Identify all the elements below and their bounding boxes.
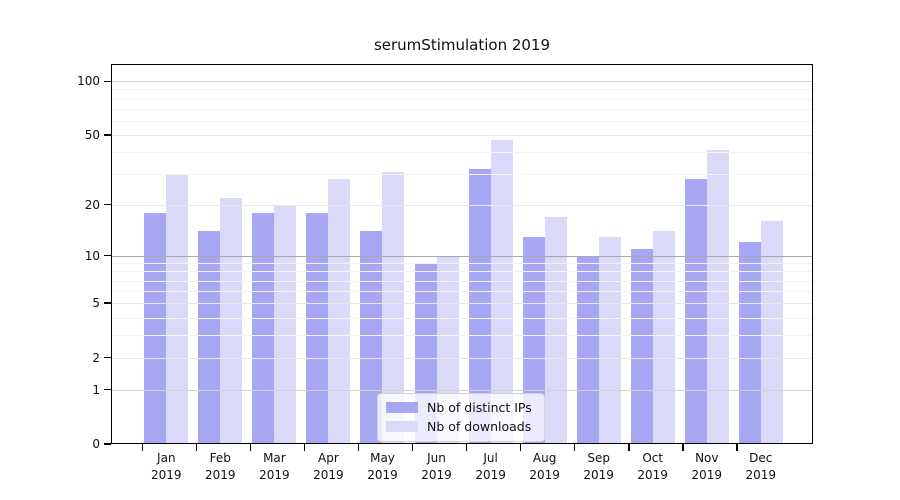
gridline xyxy=(111,263,813,264)
x-tick xyxy=(573,444,576,451)
x-tick xyxy=(411,444,414,451)
bar xyxy=(760,221,783,444)
bar xyxy=(382,171,405,444)
bar xyxy=(468,169,491,444)
gridline xyxy=(111,134,813,136)
gridline xyxy=(111,317,813,319)
y-tick xyxy=(104,443,111,445)
x-tick xyxy=(249,444,252,451)
bar xyxy=(252,212,275,444)
legend-swatch xyxy=(386,421,418,432)
y-tick-label: 2 xyxy=(92,350,100,365)
gridline xyxy=(111,389,813,391)
gridline xyxy=(111,81,813,83)
gridline xyxy=(111,152,813,154)
x-tick-label: Jun 2019 xyxy=(421,451,452,482)
bar xyxy=(522,236,545,444)
bar xyxy=(144,212,167,444)
gridline xyxy=(111,303,813,305)
x-tick-label: Mar 2019 xyxy=(259,451,290,482)
gridline xyxy=(111,120,813,122)
gridline xyxy=(111,280,813,282)
gridline xyxy=(111,271,813,273)
y-tick xyxy=(104,134,111,136)
x-tick-label: May 2019 xyxy=(367,451,398,482)
gridline xyxy=(111,357,813,359)
x-tick-label: Aug 2019 xyxy=(529,451,560,482)
y-tick-label: 1 xyxy=(92,382,100,397)
bar xyxy=(360,231,383,444)
x-tick-label: Apr 2019 xyxy=(313,451,344,482)
gridline xyxy=(111,174,813,176)
legend-item: Nb of downloads xyxy=(386,417,536,436)
x-tick-label: Jan 2019 xyxy=(151,451,182,482)
x-tick xyxy=(303,444,306,451)
x-tick xyxy=(519,444,522,451)
x-tick xyxy=(195,444,198,451)
x-tick xyxy=(357,444,360,451)
legend-item: Nb of distinct IPs xyxy=(386,398,536,417)
gridline xyxy=(111,335,813,336)
y-tick xyxy=(104,356,111,359)
grid-layer xyxy=(111,64,813,444)
x-tick-label: Jul 2019 xyxy=(475,451,506,482)
y-tick xyxy=(104,388,111,391)
bar xyxy=(544,216,567,444)
bar xyxy=(684,179,707,444)
x-tick-label: Feb 2019 xyxy=(205,451,236,482)
bar xyxy=(630,248,653,444)
y-tick xyxy=(104,203,111,206)
y-tick-label: 100 xyxy=(77,74,100,89)
x-tick xyxy=(465,444,468,451)
x-tick xyxy=(141,444,144,451)
chart-title: serumStimulation 2019 xyxy=(373,36,551,54)
bars-layer xyxy=(111,64,813,444)
gridline xyxy=(111,89,813,91)
y-tick-label: 20 xyxy=(84,197,100,212)
bar xyxy=(328,179,351,444)
bar xyxy=(598,236,621,444)
x-tick-label: Dec 2019 xyxy=(745,451,777,482)
gridline xyxy=(111,255,813,257)
legend-label: Nb of distinct IPs xyxy=(427,400,532,415)
legend-label: Nb of downloads xyxy=(427,419,532,434)
plot-area xyxy=(111,64,813,444)
bar xyxy=(274,204,297,444)
x-tick xyxy=(682,444,684,451)
bar xyxy=(706,150,729,444)
y-tick xyxy=(104,254,111,257)
x-tick xyxy=(736,444,738,451)
bar xyxy=(738,242,761,444)
x-tick-label: Nov 2019 xyxy=(691,451,723,482)
x-tick-label: Sep 2019 xyxy=(583,451,614,482)
bar xyxy=(306,212,329,444)
y-tick xyxy=(104,80,111,82)
x-tick xyxy=(628,444,630,451)
gridline xyxy=(111,291,813,292)
legend-swatch xyxy=(386,402,418,413)
gridline xyxy=(111,98,813,100)
bar xyxy=(198,231,221,444)
gridline xyxy=(111,204,813,206)
y-tick-label: 5 xyxy=(92,296,100,311)
legend: Nb of distinct IPs Nb of downloads xyxy=(377,393,545,442)
y-tick-label: 50 xyxy=(84,127,100,142)
bar xyxy=(166,174,189,444)
y-tick xyxy=(104,302,111,304)
y-tick-label: 0 xyxy=(92,437,100,451)
bar xyxy=(576,255,599,444)
gridline xyxy=(111,108,813,110)
bar xyxy=(652,231,675,444)
bar xyxy=(220,197,243,444)
y-tick-label: 10 xyxy=(84,248,100,263)
x-tick-label: Oct 2019 xyxy=(637,451,668,482)
